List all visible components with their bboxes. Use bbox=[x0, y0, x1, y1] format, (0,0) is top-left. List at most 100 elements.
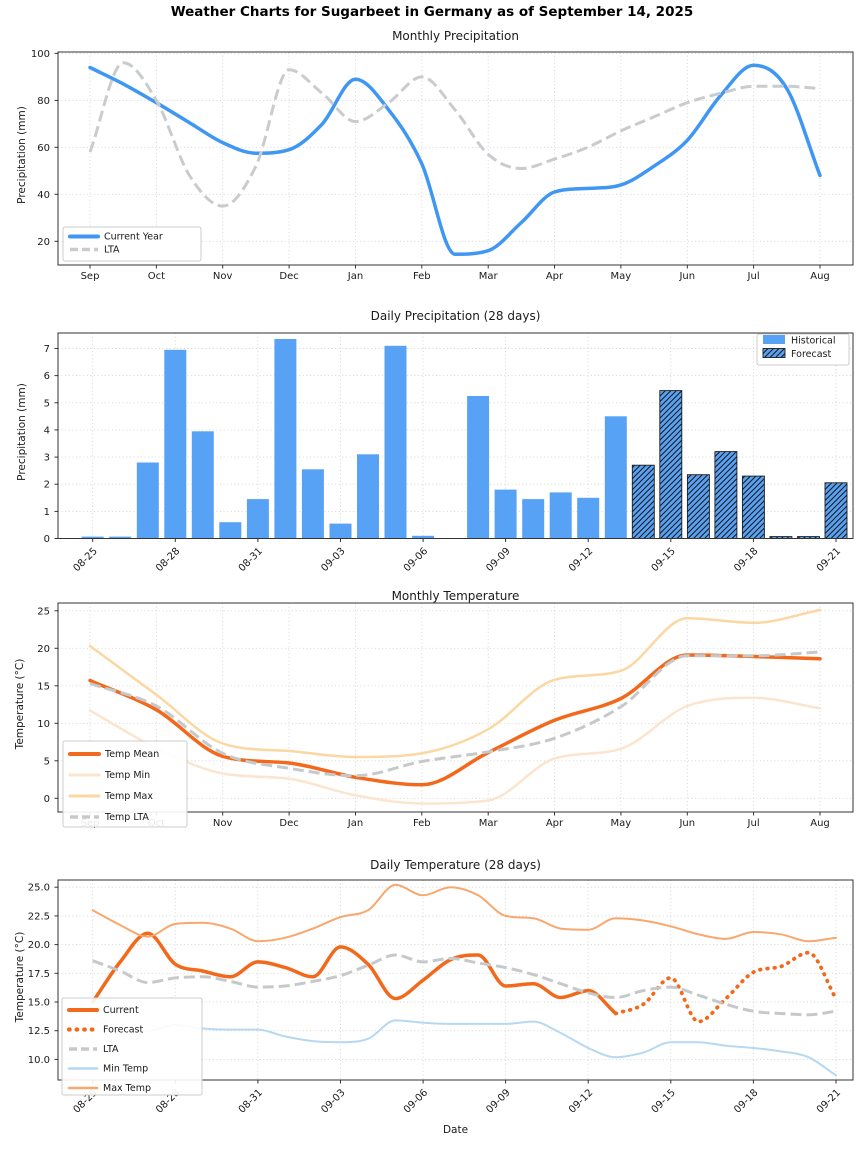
x-tick-label: 08-31 bbox=[237, 1087, 265, 1115]
x-tick-label: May bbox=[611, 818, 632, 829]
x-tick-label: Jul bbox=[747, 818, 760, 829]
monthly-temperature-temp-lta-line bbox=[89, 650, 821, 778]
monthly-temperature-legend: Temp Mean Temp Min Temp Max Temp LTA bbox=[62, 740, 188, 828]
x-tick-label: 09-12 bbox=[567, 546, 595, 574]
monthly-temperature-plot: 0510152025SepOctNovDecJanFebMarAprMayJun… bbox=[37, 602, 854, 829]
x-tick-label: 09-18 bbox=[732, 546, 760, 574]
y-tick-label: 12.5 bbox=[28, 1026, 50, 1037]
legend-box bbox=[62, 740, 188, 828]
y-tick-label: 3 bbox=[44, 453, 50, 464]
y-tick-label: 0 bbox=[44, 534, 50, 545]
legend-label: Temp Mean bbox=[104, 749, 159, 760]
x-tick-label: Feb bbox=[413, 271, 431, 282]
x-tick-label: 08-31 bbox=[237, 546, 265, 574]
x-tick-label: 09-21 bbox=[815, 546, 843, 574]
monthly-temperature-ylabel: Temperature (°C) bbox=[14, 658, 26, 750]
historical-bar bbox=[357, 454, 379, 539]
daily-temperature-plot: 10.012.515.017.520.022.525.008-25 08-28 08… bbox=[28, 879, 854, 1116]
legend-label: Current bbox=[103, 1005, 139, 1016]
x-tick-label: Apr bbox=[546, 271, 564, 282]
forecast-bar bbox=[659, 390, 683, 539]
date-axis-label: Date bbox=[442, 1124, 469, 1136]
y-tick-label: 60 bbox=[37, 143, 50, 154]
y-tick-label: 0 bbox=[44, 794, 50, 805]
legend-label: Temp Min bbox=[104, 770, 150, 781]
y-tick-label: 6 bbox=[44, 371, 50, 382]
forecast-bar bbox=[686, 474, 710, 539]
monthly-precipitation-lta-line bbox=[88, 61, 821, 208]
plot-frame bbox=[57, 879, 854, 1081]
daily-precipitation-legend: Historical Forecast bbox=[756, 333, 850, 366]
y-tick-label: 4 bbox=[44, 425, 50, 436]
x-tick-label: Apr bbox=[546, 818, 564, 829]
historical-bar bbox=[246, 499, 269, 539]
monthly-precipitation-plot: 20 40 60 80 100 Sep Oct Nov Dec Jan Feb Mar Apr May Ju… bbox=[31, 49, 854, 282]
monthly-precipitation-legend: Current Year LTA bbox=[62, 226, 202, 262]
x-tick-label: 09-03 bbox=[319, 546, 347, 574]
legend-swatch-hatched bbox=[762, 348, 786, 358]
y-tick-label: 20 bbox=[37, 237, 50, 248]
daily-temperature-lta-line bbox=[92, 953, 837, 1017]
historical-bar bbox=[549, 492, 572, 539]
grid bbox=[58, 52, 853, 265]
x-tick-label: 09-06 bbox=[402, 546, 430, 574]
daily-temperature-title: Daily Temperature (28 days) bbox=[370, 858, 541, 872]
historical-bar bbox=[467, 396, 490, 539]
legend-label: Forecast bbox=[103, 1025, 143, 1036]
daily-precipitation-title: Daily Precipitation (28 days) bbox=[370, 309, 541, 323]
daily-temperature-min-temp-line bbox=[91, 1018, 837, 1077]
daily-temperature-max-temp-line bbox=[91, 883, 837, 943]
y-tick-label: 17.5 bbox=[28, 969, 50, 980]
x-tick-label: 08-28 bbox=[154, 546, 182, 574]
historical-bar bbox=[109, 536, 132, 539]
y-tick-label: 20 bbox=[37, 644, 50, 655]
x-tick-label: Jul bbox=[747, 271, 760, 282]
x-tick-label: 09-12 bbox=[567, 1087, 595, 1115]
legend-label: Forecast bbox=[791, 349, 831, 360]
legend-label: Max Temp bbox=[103, 1083, 151, 1094]
monthly-precipitation-ylabel: Precipitation (mm) bbox=[16, 106, 28, 204]
monthly-precipitation-title: Monthly Precipitation bbox=[392, 29, 519, 43]
monthly-temperature-title: Monthly Temperature bbox=[391, 589, 520, 603]
x-tick-label: Dec bbox=[279, 818, 298, 829]
y-tick-label: 15.0 bbox=[28, 998, 50, 1009]
monthly-precipitation-current-year-line bbox=[88, 63, 822, 256]
y-tick-label: 15 bbox=[37, 681, 50, 692]
y-tick-label: 22.5 bbox=[28, 911, 50, 922]
historical-bar bbox=[136, 462, 159, 539]
monthly-temperature-temp-max-line bbox=[88, 608, 822, 759]
y-tick-label: 20.0 bbox=[28, 940, 50, 951]
x-tick-label: Nov bbox=[213, 271, 233, 282]
daily-temperature-current-line bbox=[90, 931, 618, 1016]
y-tick-label: 10 bbox=[37, 719, 50, 730]
x-tick-label: Nov bbox=[213, 818, 233, 829]
x-tick-label: 09-18 bbox=[732, 1087, 760, 1115]
x-tick-label: 09-15 bbox=[650, 1087, 678, 1115]
y-tick-label: 25 bbox=[37, 606, 50, 617]
historical-bar bbox=[164, 349, 187, 539]
x-tick-label: 09-03 bbox=[319, 1087, 347, 1115]
forecast-bar bbox=[824, 482, 848, 539]
daily-temperature-ylabel: Temperature (°C) bbox=[14, 931, 26, 1023]
page-title: Weather Charts for Sugarbeet in Germany … bbox=[170, 4, 694, 20]
historical-bar bbox=[412, 535, 435, 539]
legend-label: Temp Max bbox=[104, 791, 153, 802]
plot-frame bbox=[57, 602, 854, 813]
y-tick-label: 5 bbox=[44, 756, 50, 767]
legend-swatch-solid bbox=[763, 335, 785, 344]
y-tick-label: 25.0 bbox=[28, 883, 50, 894]
y-tick-label: 10.0 bbox=[28, 1055, 50, 1066]
x-tick-label: Sep bbox=[81, 271, 100, 282]
y-tick-label: 1 bbox=[44, 507, 50, 518]
historical-bar bbox=[604, 416, 627, 539]
historical-bar bbox=[191, 431, 214, 539]
x-tick-label: Oct bbox=[148, 271, 165, 282]
historical-bar bbox=[329, 523, 352, 539]
grid bbox=[58, 880, 853, 1080]
x-tick-label: 08-25 bbox=[71, 546, 99, 574]
legend-label: Historical bbox=[791, 336, 836, 347]
legend-label: LTA bbox=[103, 1044, 119, 1055]
monthly-temperature-temp-mean-line bbox=[88, 653, 822, 787]
